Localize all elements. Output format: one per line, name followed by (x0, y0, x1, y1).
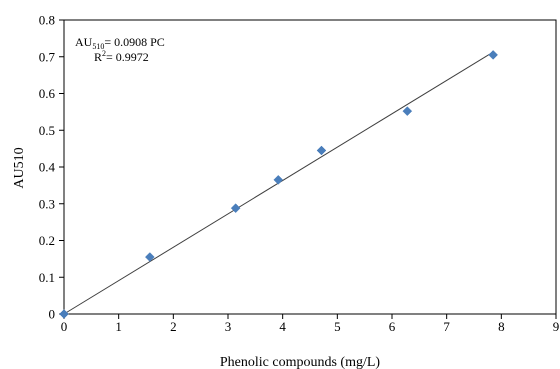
x-axis-title: Phenolic compounds (mg/L) (220, 355, 381, 369)
equation-subscript: 510 (92, 42, 104, 51)
y-tick-label: 0.5 (39, 123, 55, 138)
y-tick-label: 0.3 (39, 196, 55, 211)
y-tick-label: 0.1 (39, 270, 55, 285)
x-tick-label: 7 (443, 319, 450, 334)
data-point (488, 50, 498, 60)
x-tick-label: 0 (61, 319, 68, 334)
data-point (230, 203, 241, 214)
r-squared-prefix: R (94, 50, 102, 64)
data-point (144, 252, 155, 262)
equation-rest: = 0.0908 PC (104, 35, 164, 49)
equation-annotation: AU510= 0.0908 PC (75, 35, 165, 51)
r-squared-superscript: 2 (102, 49, 106, 58)
y-tick-label: 0.7 (39, 49, 56, 64)
y-tick-label: 0.2 (39, 233, 55, 248)
y-tick-label: 0.6 (39, 86, 56, 101)
y-tick-label: 0.8 (39, 13, 55, 28)
x-tick-label: 5 (334, 319, 341, 334)
data-point (273, 175, 284, 185)
x-tick-label: 4 (279, 319, 286, 334)
x-tick-label: 9 (553, 319, 560, 334)
x-tick-label: 1 (115, 319, 122, 334)
plot-frame (63, 19, 557, 315)
y-tick-label: 0.4 (39, 160, 56, 175)
x-tick-label: 2 (170, 319, 177, 334)
plot-area (63, 19, 557, 315)
x-tick-label: 6 (389, 319, 396, 334)
data-point (59, 309, 69, 319)
x-axis-ticks: 0 1 2 3 4 5 6 7 8 9 (61, 314, 560, 334)
r-squared-annotation: R2= 0.9972 (94, 49, 149, 64)
x-tick-label: 3 (225, 319, 232, 334)
y-axis-title: AU510 (12, 147, 27, 188)
r-squared-rest: = 0.9972 (106, 50, 149, 64)
y-tick-label: 0 (49, 307, 56, 322)
x-tick-label: 8 (498, 319, 505, 334)
y-axis-ticks: 0 0.1 0.2 0.3 0.4 0.5 0.6 0.7 0.8 (39, 13, 64, 322)
data-marks (59, 50, 498, 319)
equation-prefix: AU (75, 35, 93, 49)
data-point (316, 145, 327, 156)
data-point (402, 106, 413, 116)
